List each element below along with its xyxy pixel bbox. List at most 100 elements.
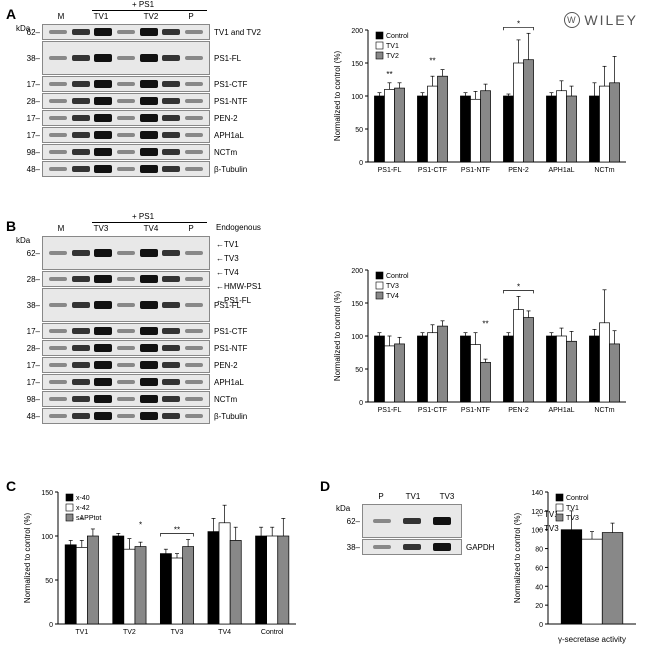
- band: [162, 149, 180, 155]
- band: [140, 249, 158, 257]
- band: [49, 363, 67, 367]
- blot-name: β-Tubulin: [210, 165, 247, 174]
- blot-name: PS1-CTF: [210, 327, 247, 336]
- band: [185, 167, 203, 171]
- band: [162, 81, 180, 87]
- lane-m-b: M: [46, 224, 76, 233]
- blot-bands: [42, 271, 210, 287]
- band: [185, 277, 203, 281]
- band: [185, 329, 203, 333]
- blot-bands: [42, 161, 210, 177]
- band: [49, 380, 67, 384]
- blot-bands: [42, 24, 210, 40]
- band: [162, 250, 180, 256]
- svg-text:APH1aL: APH1aL: [548, 167, 574, 174]
- svg-text:0: 0: [539, 622, 543, 629]
- kda-label: 62–: [340, 517, 362, 526]
- band: [185, 133, 203, 137]
- blot-bands: [42, 76, 210, 92]
- band: [140, 412, 158, 420]
- svg-text:PS1-FL: PS1-FL: [378, 167, 402, 174]
- blot-bands: [42, 357, 210, 373]
- svg-text:Normalized to control (%): Normalized to control (%): [333, 51, 342, 142]
- band: [433, 543, 451, 551]
- band: [185, 99, 203, 103]
- svg-text:APH1aL: APH1aL: [548, 407, 574, 414]
- svg-text:NCTm: NCTm: [594, 167, 614, 174]
- band: [72, 55, 90, 61]
- band: [117, 363, 135, 367]
- band: [373, 519, 391, 523]
- svg-text:**: **: [386, 70, 392, 79]
- blot-row: 38– PS1-FL: [20, 288, 300, 322]
- band: [185, 363, 203, 367]
- band: [72, 98, 90, 104]
- band: [72, 302, 90, 308]
- band: [162, 29, 180, 35]
- svg-text:x-40: x-40: [76, 495, 90, 502]
- band: [94, 165, 112, 173]
- band: [140, 327, 158, 335]
- band: [49, 251, 67, 255]
- band: [185, 346, 203, 350]
- kda-label: 38–: [20, 54, 42, 63]
- svg-text:γ-secretase activity: γ-secretase activity: [558, 635, 626, 644]
- blot-row: 17– APH1aL: [20, 127, 300, 143]
- blot-bands: [42, 391, 210, 407]
- blot-row: 98– NCTm: [20, 144, 300, 160]
- kda-label: 48–: [20, 412, 42, 421]
- blot-name: PS1-NTF: [210, 97, 247, 106]
- band: [72, 328, 90, 334]
- svg-text:Control: Control: [386, 33, 409, 40]
- blot-name: GAPDH: [462, 543, 494, 552]
- band: [72, 81, 90, 87]
- svg-text:200: 200: [351, 28, 363, 35]
- kda-label: 38–: [340, 543, 362, 552]
- svg-text:TV1: TV1: [566, 505, 579, 512]
- blot-row: 48– β-Tubulin: [20, 161, 300, 177]
- band: [140, 165, 158, 173]
- band: [117, 303, 135, 307]
- band: [162, 396, 180, 402]
- blot-bands: [42, 340, 210, 356]
- band: [72, 149, 90, 155]
- lane-p: P: [176, 12, 206, 21]
- band: [162, 115, 180, 121]
- band: [94, 97, 112, 105]
- svg-text:150: 150: [351, 301, 363, 308]
- band: [72, 362, 90, 368]
- svg-text:TV2: TV2: [386, 53, 399, 60]
- blot-row: 48– β-Tubulin: [20, 408, 300, 424]
- blot-row: 62– TV1 and TV2: [20, 24, 300, 40]
- band: [185, 397, 203, 401]
- svg-text:0: 0: [359, 160, 363, 167]
- kda-label: 62–: [20, 249, 42, 258]
- svg-text:100: 100: [351, 94, 363, 101]
- blot-row: 62–: [340, 504, 510, 538]
- blot-name: PS1-FL: [210, 54, 241, 63]
- band: [117, 167, 135, 171]
- svg-text:*: *: [139, 520, 142, 529]
- band: [49, 303, 67, 307]
- blot-row: 62–: [20, 236, 300, 270]
- arrow-label: ←TV3: [216, 254, 239, 263]
- band: [72, 250, 90, 256]
- kda-unit-d: kDa: [336, 504, 350, 513]
- band: [140, 344, 158, 352]
- svg-text:Control: Control: [566, 495, 589, 502]
- band: [72, 396, 90, 402]
- svg-text:TV3: TV3: [566, 515, 579, 522]
- lane-p-d: P: [366, 492, 396, 501]
- panel-a-chart: 050100150200Normalized to control (%)PS1…: [330, 20, 630, 190]
- band: [162, 345, 180, 351]
- band: [162, 362, 180, 368]
- kda-label: 98–: [20, 148, 42, 157]
- band: [49, 167, 67, 171]
- band: [94, 28, 112, 36]
- band: [49, 277, 67, 281]
- arrow-label: ←TV4: [216, 268, 239, 277]
- panel-b-label: B: [6, 218, 16, 234]
- kda-label: 28–: [20, 275, 42, 284]
- band: [117, 346, 135, 350]
- band: [72, 379, 90, 385]
